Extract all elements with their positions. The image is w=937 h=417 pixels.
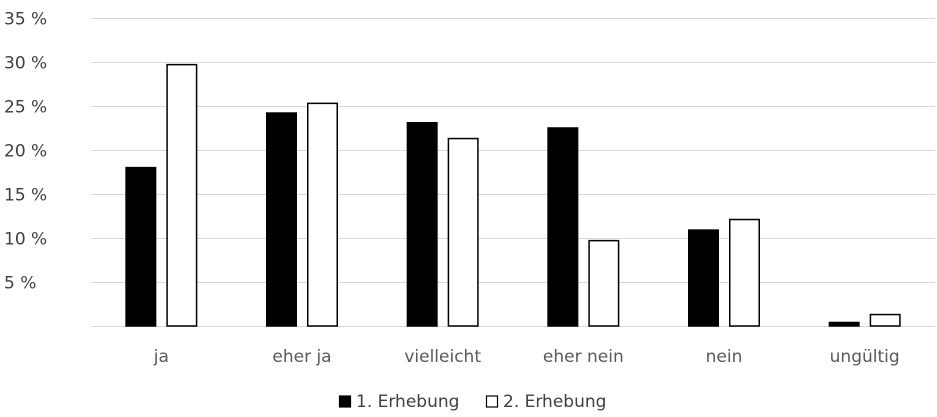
bar-1-0 <box>125 166 157 327</box>
bar-2-2 <box>447 137 479 327</box>
bar-1-4 <box>688 229 719 327</box>
legend-label: 2. Erhebung <box>503 392 606 412</box>
legend-label: 1. Erhebung <box>356 392 459 412</box>
bar-1-2 <box>406 121 438 327</box>
x-axis-categories: ja eher ja vielleicht eher nein nein ungültig <box>153 347 900 367</box>
category-label: vielleicht <box>404 347 481 367</box>
y-axis-ticks: 5 % 10 % 15 % 20 % 25 % 30 % 35 % <box>4 10 47 294</box>
legend-swatch <box>485 395 499 408</box>
bars <box>125 63 901 327</box>
y-tick-label: 15 % <box>4 186 47 206</box>
category-label: ungültig <box>830 347 900 367</box>
legend-swatch <box>338 395 352 408</box>
bar-2-0 <box>166 63 198 327</box>
bar-2-5 <box>869 313 901 327</box>
legend: 1. Erhebung 2. Erhebung <box>338 392 606 412</box>
bar-1-3 <box>547 127 579 327</box>
bar-1-5 <box>828 321 860 327</box>
y-tick-label: 25 % <box>4 98 47 118</box>
grid <box>91 18 935 327</box>
category-label: eher nein <box>543 347 624 367</box>
y-tick-label: 20 % <box>4 142 47 162</box>
category-label: nein <box>706 347 743 367</box>
bar-2-1 <box>307 102 338 327</box>
y-tick-label: 5 % <box>4 274 36 294</box>
y-tick-label: 35 % <box>4 10 47 30</box>
y-tick-label: 30 % <box>4 54 47 74</box>
y-tick-label: 10 % <box>4 230 47 250</box>
bar-2-4 <box>729 218 760 327</box>
bar-2-3 <box>588 239 620 327</box>
bar-1-1 <box>266 112 297 327</box>
category-label: ja <box>153 347 169 367</box>
category-label: eher ja <box>272 347 331 367</box>
